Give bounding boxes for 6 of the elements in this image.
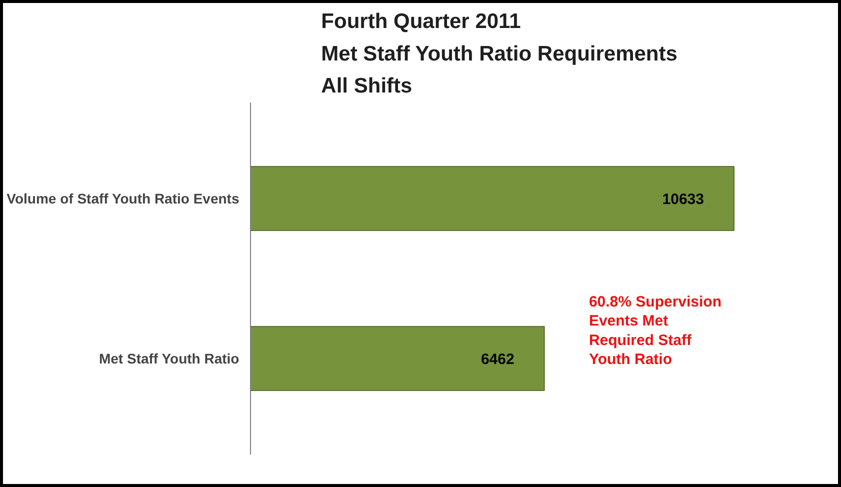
- y-tick-label: Met Staff Youth Ratio: [98, 350, 240, 366]
- chart-title: Fourth Quarter 2011 Met Staff Youth Ratio Requirements All Shifts: [321, 10, 678, 98]
- annotation: 60.8% Supervision Events Met Required Staff Youth Ratio: [588, 294, 722, 368]
- y-tick-label: Volume of Staff Youth Ratio Events: [6, 190, 240, 206]
- data-label: 6462: [480, 351, 514, 368]
- data-label: 10633: [662, 191, 704, 208]
